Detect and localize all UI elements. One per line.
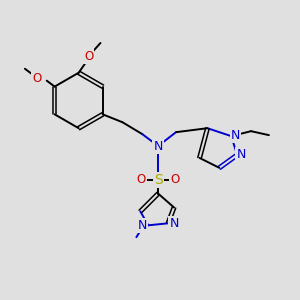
Text: N: N	[236, 148, 246, 161]
Text: O: O	[32, 72, 41, 85]
Text: N: N	[154, 140, 163, 152]
Text: N: N	[138, 219, 147, 232]
Text: O: O	[137, 173, 146, 186]
Text: S: S	[154, 173, 163, 187]
Text: N: N	[169, 217, 179, 230]
Text: O: O	[170, 173, 180, 186]
Text: N: N	[230, 129, 240, 142]
Text: O: O	[84, 50, 93, 63]
